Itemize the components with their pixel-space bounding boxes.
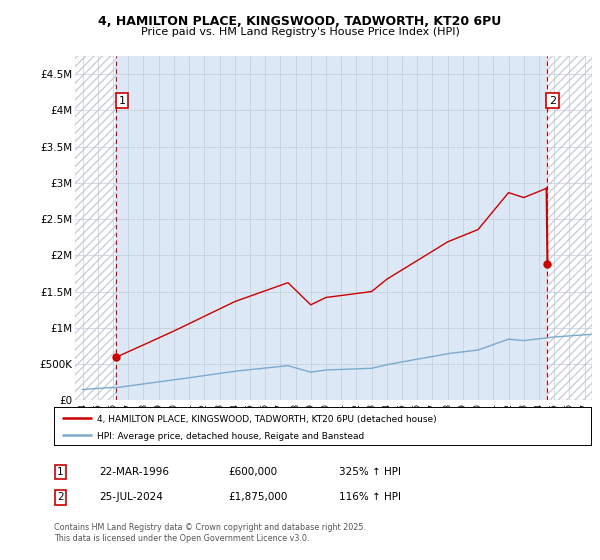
- Text: £1,875,000: £1,875,000: [228, 492, 287, 502]
- Text: 2: 2: [57, 492, 64, 502]
- Text: 2: 2: [549, 96, 556, 106]
- Text: £600,000: £600,000: [228, 467, 277, 477]
- Text: HPI: Average price, detached house, Reigate and Banstead: HPI: Average price, detached house, Reig…: [97, 432, 364, 441]
- Text: Contains HM Land Registry data © Crown copyright and database right 2025.
This d: Contains HM Land Registry data © Crown c…: [54, 524, 366, 543]
- Text: 1: 1: [57, 467, 64, 477]
- Text: Price paid vs. HM Land Registry's House Price Index (HPI): Price paid vs. HM Land Registry's House …: [140, 27, 460, 38]
- Bar: [75, 56, 116, 400]
- Bar: [547, 56, 592, 400]
- Text: 22-MAR-1996: 22-MAR-1996: [99, 467, 169, 477]
- Text: 4, HAMILTON PLACE, KINGSWOOD, TADWORTH, KT20 6PU: 4, HAMILTON PLACE, KINGSWOOD, TADWORTH, …: [98, 15, 502, 28]
- Text: 116% ↑ HPI: 116% ↑ HPI: [339, 492, 401, 502]
- Text: 325% ↑ HPI: 325% ↑ HPI: [339, 467, 401, 477]
- Text: 4, HAMILTON PLACE, KINGSWOOD, TADWORTH, KT20 6PU (detached house): 4, HAMILTON PLACE, KINGSWOOD, TADWORTH, …: [97, 415, 437, 424]
- Text: 25-JUL-2024: 25-JUL-2024: [99, 492, 163, 502]
- Text: 1: 1: [119, 96, 125, 106]
